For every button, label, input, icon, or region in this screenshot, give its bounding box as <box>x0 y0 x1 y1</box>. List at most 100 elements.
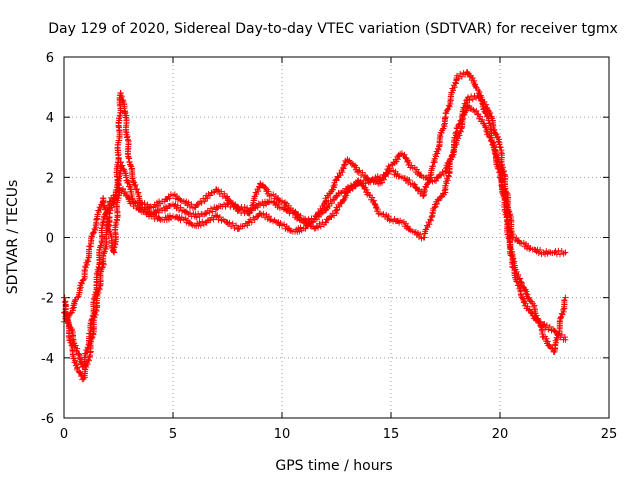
x-tick-label: 5 <box>169 427 177 442</box>
data-point-interp <box>315 224 322 231</box>
data-point-interp <box>322 219 329 226</box>
data-point-interp <box>423 184 430 191</box>
data-point-interp <box>426 221 433 228</box>
data-point-interp <box>446 102 453 109</box>
data-point-interp <box>248 207 255 214</box>
data-point-interp <box>434 150 441 157</box>
data-point-interp <box>122 189 129 196</box>
data-point-interp <box>471 77 478 84</box>
data-point-interp <box>156 215 163 222</box>
data-point-interp <box>438 172 445 179</box>
data-point-interp <box>346 186 353 193</box>
data-point-interp <box>394 156 401 163</box>
data-point-interp <box>177 196 184 203</box>
y-tick-label: 2 <box>46 171 54 186</box>
data-point-interp <box>526 306 533 313</box>
data-point-interp <box>475 94 482 101</box>
data-point-interp <box>94 293 101 300</box>
data-point-interp <box>560 308 567 315</box>
data-point-interp <box>429 163 436 170</box>
data-point <box>80 276 87 283</box>
data-point-interp <box>203 210 210 217</box>
data-point-interp <box>92 311 99 318</box>
data-point-interp <box>327 213 334 220</box>
data-point-interp <box>487 109 494 116</box>
data-point <box>562 249 569 256</box>
y-axis-label: SDTVAR / TECUs <box>5 180 21 295</box>
data-point-interp <box>501 206 508 213</box>
data-point-interp <box>473 107 480 114</box>
data-point-interp <box>449 154 456 161</box>
data-point-interp <box>444 177 451 184</box>
data-point-interp <box>239 206 246 213</box>
data-point-interp <box>112 224 119 231</box>
data-point-interp <box>76 287 83 294</box>
data-point-interp <box>502 209 509 216</box>
data-point-interp <box>116 117 123 124</box>
data-point-interp <box>66 337 73 344</box>
data-point-interp <box>91 296 98 303</box>
data-point-interp <box>317 223 324 230</box>
data-point-interp <box>318 210 325 217</box>
data-point-interp <box>359 169 366 176</box>
data-point-interp <box>116 175 123 182</box>
data-point-interp <box>537 323 544 330</box>
data-point-interp <box>224 197 231 204</box>
data-point-interp <box>362 172 369 179</box>
data-point-interp <box>479 116 486 123</box>
data-point-interp <box>78 371 85 378</box>
data-point-interp <box>353 164 360 171</box>
data-point-interp <box>72 357 79 364</box>
data-point <box>300 216 307 223</box>
data-point-interp <box>406 177 413 184</box>
data-point-interp <box>369 194 376 201</box>
data-point-interp <box>323 197 330 204</box>
data-point-interp <box>221 190 228 197</box>
data-point-interp <box>182 208 189 215</box>
data-point-interp <box>85 357 92 364</box>
data-point-interp <box>195 222 202 229</box>
data-point-interp <box>428 174 435 181</box>
y-tick-label: 6 <box>46 51 54 66</box>
data-point-interp <box>324 216 331 223</box>
data-point-interp <box>554 336 561 343</box>
data-point-interp <box>553 339 559 346</box>
data-point-interp <box>544 338 551 345</box>
data-point-interp <box>265 199 272 206</box>
data-point-interp <box>561 334 568 341</box>
data-point-interp <box>349 184 356 191</box>
data-point-interp <box>465 102 472 109</box>
data-point-interp <box>455 135 462 142</box>
data-point-interp <box>226 219 233 226</box>
data-point-interp <box>477 113 484 120</box>
data-point-interp <box>155 209 162 216</box>
data-point-interp <box>297 224 304 231</box>
x-tick-label: 0 <box>60 427 68 442</box>
data-point-interp <box>490 139 497 146</box>
data-point-interp <box>536 319 543 326</box>
data-point-interp <box>374 206 381 213</box>
data-point-interp <box>113 166 120 173</box>
data-point-interp <box>125 178 132 185</box>
data-point-interp <box>486 133 493 140</box>
data-point-interp <box>457 128 464 135</box>
data-point-interp <box>316 220 323 227</box>
data-point-interp <box>508 252 515 259</box>
data-point-interp <box>95 289 102 296</box>
plot-frame <box>63 56 610 419</box>
data-point-interp <box>466 97 473 104</box>
data-point-interp <box>464 70 471 77</box>
data-point <box>355 168 362 175</box>
data-point-interp <box>433 200 440 207</box>
data-point-interp <box>524 291 531 298</box>
data-point-interp <box>97 242 104 249</box>
data-point-interp <box>459 118 466 125</box>
data-point-interp <box>386 165 393 172</box>
data-point-interp <box>262 184 269 191</box>
data-point-interp <box>411 181 418 188</box>
data-point-interp <box>206 209 213 216</box>
data-point-interp <box>104 226 111 233</box>
data-point-interp <box>177 204 184 211</box>
data-point-interp <box>445 160 452 167</box>
